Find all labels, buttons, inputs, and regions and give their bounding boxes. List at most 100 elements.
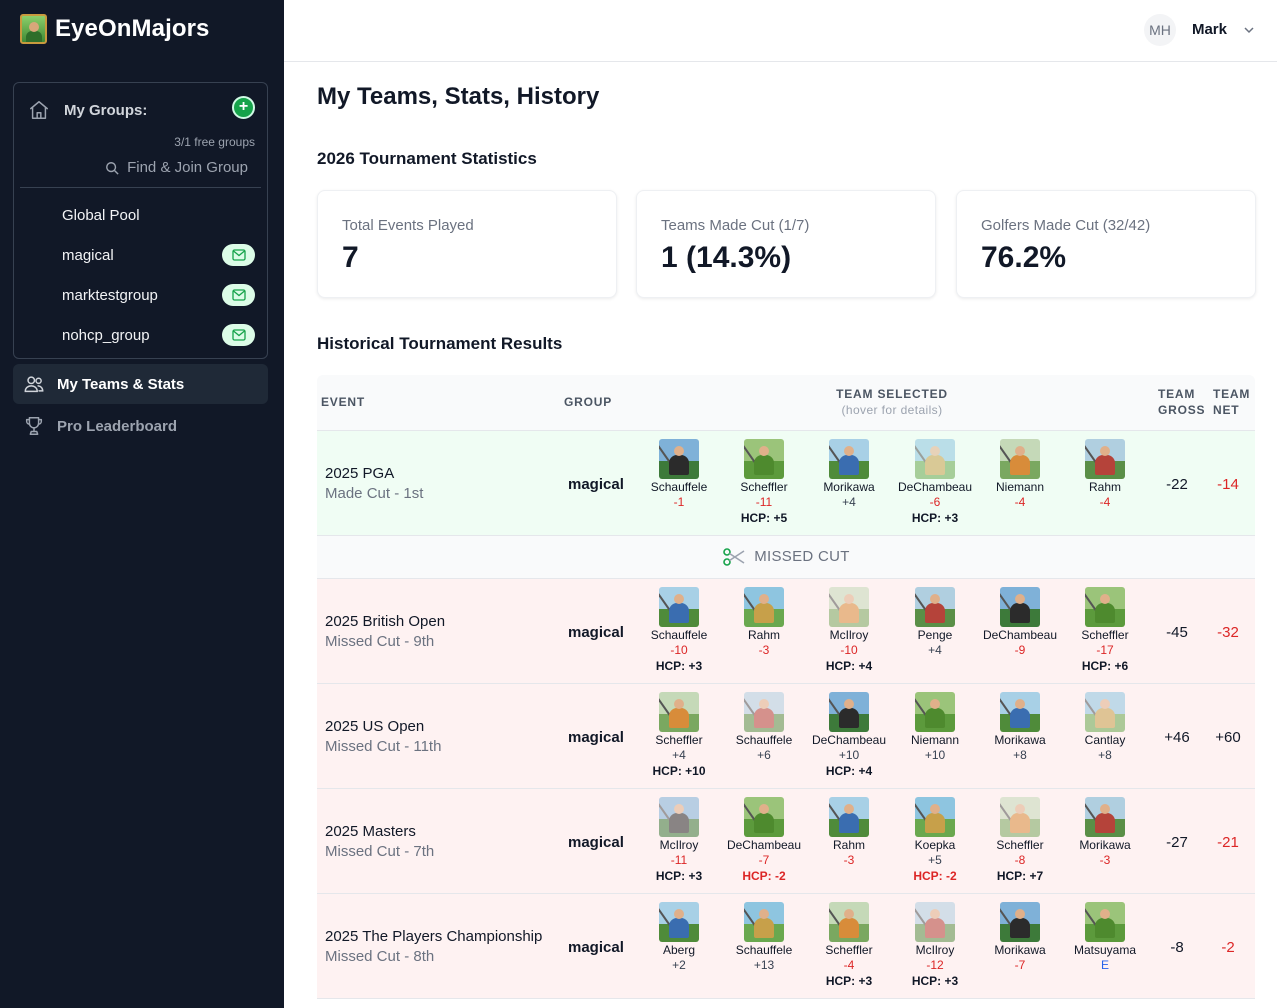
stat-value: 7 bbox=[342, 241, 359, 274]
stat-card-events-played: Total Events Played 7 bbox=[317, 190, 617, 298]
invite-badge[interactable] bbox=[222, 284, 255, 306]
group-item-label: Global Pool bbox=[62, 206, 140, 224]
golfer-pick[interactable]: Morikawa +8 bbox=[977, 692, 1063, 763]
golfer-photo bbox=[1000, 587, 1040, 627]
golfer-name: Niemann bbox=[910, 733, 960, 747]
golfer-pick[interactable]: Morikawa -3 bbox=[1062, 797, 1148, 868]
add-group-button[interactable]: + bbox=[232, 96, 255, 119]
group-name[interactable]: magical bbox=[568, 938, 624, 956]
history-section-title: Historical Tournament Results bbox=[317, 334, 563, 353]
golfer-handicap: HCP: +10 bbox=[652, 764, 706, 778]
team-net: -14 bbox=[1217, 475, 1239, 493]
golfer-pick[interactable]: Schauffele +6 bbox=[721, 692, 807, 763]
avatar[interactable]: MH bbox=[1144, 14, 1176, 46]
stat-value: 76.2% bbox=[981, 241, 1067, 274]
golfer-photo bbox=[744, 902, 784, 942]
golfer-pick[interactable]: Niemann +10 bbox=[892, 692, 978, 763]
golfer-pick[interactable]: McIlroy -12 HCP: +3 bbox=[892, 902, 978, 990]
golfer-handicap: HCP: +7 bbox=[996, 869, 1044, 883]
table-row[interactable]: 2025 PGA Made Cut - 1st magical Schauffele -… bbox=[317, 431, 1255, 536]
golfer-pick[interactable]: Schauffele -10 HCP: +3 bbox=[636, 587, 722, 675]
nav-my-teams-stats[interactable]: My Teams & Stats bbox=[13, 364, 268, 404]
golfer-name: Morikawa bbox=[994, 733, 1046, 747]
golfer-pick[interactable]: Schauffele -1 bbox=[636, 439, 722, 510]
my-groups-header: My Groups: bbox=[28, 99, 147, 121]
header-team-gross: TEAM bbox=[1158, 387, 1196, 401]
golfer-pick[interactable]: Cantlay +8 bbox=[1062, 692, 1148, 763]
my-groups-label: My Groups: bbox=[64, 101, 148, 119]
golfer-pick[interactable]: Scheffler -11 HCP: +5 bbox=[721, 439, 807, 527]
group-name[interactable]: magical bbox=[568, 623, 624, 641]
golfer-score: +8 bbox=[1013, 748, 1027, 762]
stat-label: Teams Made Cut (1/7) bbox=[661, 217, 810, 234]
table-row[interactable]: 2025 Masters Missed Cut - 7th magical McIlr… bbox=[317, 789, 1255, 894]
golfer-pick[interactable]: Rahm -4 bbox=[1062, 439, 1148, 510]
event-result: Missed Cut - 7th bbox=[325, 842, 435, 860]
golfer-pick[interactable]: McIlroy -10 HCP: +4 bbox=[806, 587, 892, 675]
golfer-pick[interactable]: DeChambeau +10 HCP: +4 bbox=[806, 692, 892, 780]
group-item-nohcp-group[interactable]: nohcp_group bbox=[62, 322, 255, 348]
golfer-pick[interactable]: Rahm -3 bbox=[721, 587, 807, 658]
group-item-marktestgroup[interactable]: marktestgroup bbox=[62, 282, 255, 308]
golfer-photo bbox=[1000, 902, 1040, 942]
team-gross: -45 bbox=[1166, 623, 1188, 641]
invite-badge[interactable] bbox=[222, 324, 255, 346]
team-net: -32 bbox=[1217, 623, 1239, 641]
golfer-pick[interactable]: Aberg +2 bbox=[636, 902, 722, 973]
golfer-pick[interactable]: McIlroy -11 HCP: +3 bbox=[636, 797, 722, 885]
golfer-pick[interactable]: Rahm -3 bbox=[806, 797, 892, 868]
golfer-pick[interactable]: Scheffler +4 HCP: +10 bbox=[636, 692, 722, 780]
group-name[interactable]: magical bbox=[568, 728, 624, 746]
golfer-name: Schauffele bbox=[735, 943, 793, 957]
group-item-magical[interactable]: magical bbox=[62, 242, 255, 268]
group-name[interactable]: magical bbox=[568, 833, 624, 851]
golfer-pick[interactable]: Scheffler -17 HCP: +6 bbox=[1062, 587, 1148, 675]
golfer-pick[interactable]: Scheffler -8 HCP: +7 bbox=[977, 797, 1063, 885]
table-row[interactable]: 2025 US Open Missed Cut - 11th magical Sche… bbox=[317, 684, 1255, 789]
golfer-photo bbox=[659, 587, 699, 627]
golfer-score: -4 bbox=[1014, 495, 1026, 509]
brand[interactable]: EyeOnMajors bbox=[20, 14, 210, 44]
golfer-name: Schauffele bbox=[650, 628, 708, 642]
user-name[interactable]: Mark bbox=[1191, 21, 1227, 38]
golfer-pick[interactable]: DeChambeau -9 bbox=[977, 587, 1063, 658]
table-header: EVENT GROUP TEAM SELECTED (hover for det… bbox=[317, 375, 1255, 431]
golfer-photo bbox=[1085, 692, 1125, 732]
nav-pro-leaderboard[interactable]: Pro Leaderboard bbox=[13, 406, 268, 446]
invite-badge[interactable] bbox=[222, 244, 255, 266]
header-team-hint: (hover for details) bbox=[841, 403, 943, 417]
golfer-pick[interactable]: Koepka +5 HCP: -2 bbox=[892, 797, 978, 885]
find-join-group-link[interactable]: Find & Join Group bbox=[105, 159, 248, 176]
golfer-photo bbox=[829, 587, 869, 627]
golfer-pick[interactable]: DeChambeau -7 HCP: -2 bbox=[721, 797, 807, 885]
golfer-name: DeChambeau bbox=[811, 733, 887, 747]
golfer-score: -9 bbox=[1014, 643, 1026, 657]
nav-label: My Teams & Stats bbox=[57, 375, 185, 393]
golfer-pick[interactable]: Penge +4 bbox=[892, 587, 978, 658]
golfer-name: McIlroy bbox=[829, 628, 869, 642]
group-item-global-pool[interactable]: Global Pool bbox=[62, 202, 255, 228]
missed-cut-label: MISSED CUT bbox=[754, 548, 850, 565]
golfer-pick[interactable]: Morikawa +4 bbox=[806, 439, 892, 510]
header-event: EVENT bbox=[321, 395, 366, 409]
table-row[interactable]: 2025 British Open Missed Cut - 9th magical… bbox=[317, 579, 1255, 684]
group-item-label: magical bbox=[62, 246, 114, 264]
golfer-handicap: HCP: +5 bbox=[740, 511, 788, 525]
golfer-pick[interactable]: Niemann -4 bbox=[977, 439, 1063, 510]
table-row[interactable]: 2025 The Players Championship Missed Cut … bbox=[317, 894, 1255, 999]
golfer-handicap: HCP: +3 bbox=[825, 974, 873, 988]
mail-icon bbox=[231, 289, 246, 301]
golfer-name: Scheffler bbox=[1081, 628, 1129, 642]
group-name[interactable]: magical bbox=[568, 475, 624, 493]
golfer-pick[interactable]: DeChambeau -6 HCP: +3 bbox=[892, 439, 978, 527]
golfer-name: Niemann bbox=[995, 480, 1045, 494]
golfer-pick[interactable]: Schauffele +13 bbox=[721, 902, 807, 973]
chevron-down-icon[interactable] bbox=[1243, 24, 1255, 36]
golfer-photo bbox=[659, 797, 699, 837]
golfer-pick[interactable]: Matsuyama E bbox=[1062, 902, 1148, 973]
golfer-pick[interactable]: Morikawa -7 bbox=[977, 902, 1063, 973]
golfer-name: Morikawa bbox=[823, 480, 875, 494]
golfer-pick[interactable]: Scheffler -4 HCP: +3 bbox=[806, 902, 892, 990]
event-name: 2025 Masters bbox=[325, 822, 416, 840]
golfer-photo bbox=[659, 439, 699, 479]
